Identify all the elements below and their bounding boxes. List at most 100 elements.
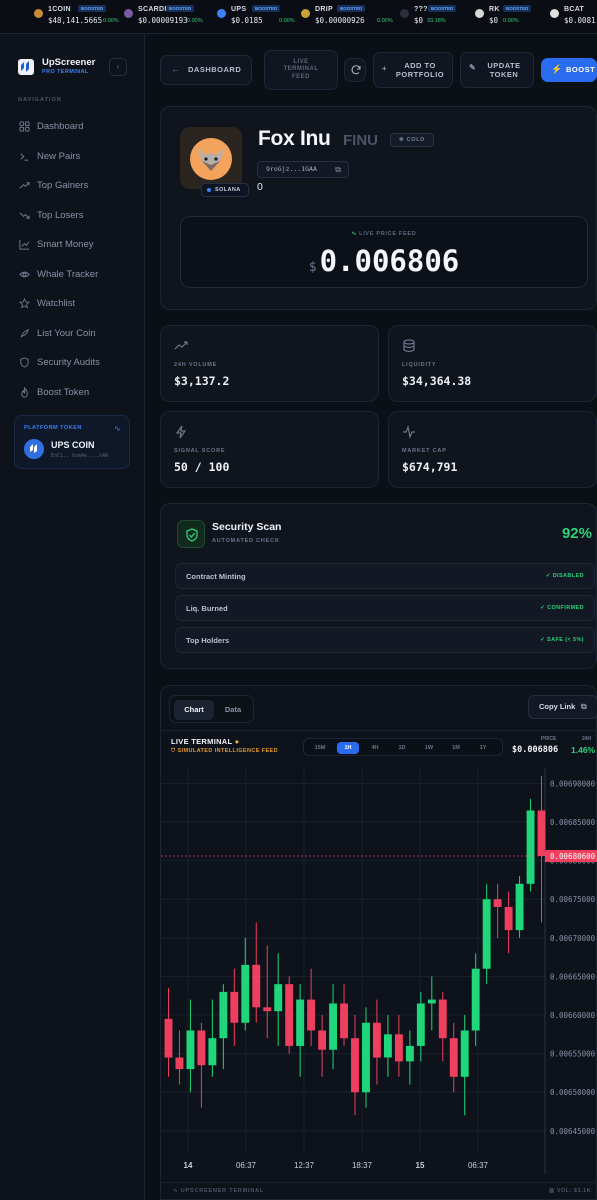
stat-label: 24H VOLUME — [174, 362, 218, 368]
candle-body — [186, 1030, 195, 1070]
sidebar-item-dashboard[interactable]: Dashboard — [14, 116, 134, 138]
upscreener-logo-icon — [18, 59, 34, 75]
sidebar-item-label: Watchlist — [37, 298, 76, 309]
star-icon — [19, 298, 30, 309]
divider — [161, 730, 597, 731]
platform-token-address: EnC1.. 6vmAe....nAR — [51, 453, 109, 459]
footer-left-text: UPSCREENER TERMINAL — [180, 1188, 265, 1194]
collapse-sidebar-button[interactable]: ‹ — [109, 58, 127, 76]
timeframe-1m[interactable]: 1M — [452, 745, 460, 751]
boost-button[interactable]: ⚡ BOOST — [541, 58, 597, 82]
header-price: $0.006806 — [512, 745, 559, 755]
bars-icon: ▥ — [549, 1188, 555, 1194]
change-label: 24H — [582, 736, 592, 742]
live-terminal-feed-button[interactable]: LIVE TERMINAL FEED — [264, 50, 338, 90]
x-tick-label: 18:37 — [352, 1161, 373, 1170]
footer-right-text: VOL: $3.1K — [556, 1188, 592, 1194]
timeframe-4h[interactable]: 4H — [371, 745, 379, 751]
stat-value: $34,364.38 — [402, 374, 472, 388]
chevron-left-icon: ‹ — [116, 62, 120, 71]
ticker-item[interactable]: 1COIN BOOSTED $48,141.5665 0.00% — [34, 4, 119, 30]
current-price-badge — [545, 850, 597, 863]
security-subtitle: AUTOMATED CHECK — [212, 538, 280, 544]
copy-icon: ⧉ — [581, 702, 587, 711]
sidebar-item-label: Smart Money — [37, 239, 94, 250]
update-token-button[interactable]: ✎ UPDATE TOKEN — [460, 52, 534, 88]
candle-body — [318, 1030, 327, 1050]
timeframe-1d[interactable]: 1D — [398, 745, 406, 751]
copy-icon[interactable]: ⧉ — [335, 165, 341, 174]
security-shield-badge — [177, 520, 205, 548]
shield-icon — [20, 357, 29, 368]
candle-body — [383, 1034, 392, 1058]
sidebar-item-whale-tracker[interactable]: Whale Tracker — [14, 264, 134, 286]
candle-body — [241, 964, 250, 1023]
check-icon: ✓ — [545, 573, 551, 579]
x-tick-label: 06:37 — [236, 1161, 257, 1170]
stat-value: $674,791 — [402, 460, 458, 474]
sidebar-item-new-pairs[interactable]: New Pairs — [14, 146, 134, 168]
check-icon: ✓ — [540, 605, 546, 611]
terminal-icon — [20, 153, 29, 161]
coin-icon — [475, 9, 484, 18]
ticker-item[interactable]: DRIP BOOSTED $0.00000926 0.00% — [301, 4, 393, 30]
check-status-text: SAFE (< 5%) — [547, 637, 584, 643]
ticker-item[interactable]: RK BOOSTED $0 0.00% — [475, 4, 537, 30]
brand-name: UpScreener — [42, 57, 96, 68]
ticker-price: $0 — [414, 16, 424, 25]
ticker-symbol: DRIP — [315, 6, 333, 13]
candle-body — [372, 1022, 381, 1058]
header-change: 1.46% — [571, 745, 596, 755]
copy-link-button[interactable]: Copy Link ⧉ — [528, 695, 597, 719]
ticker-change: 33.18% — [427, 18, 446, 24]
chart-icon — [19, 239, 30, 250]
platform-token-card[interactable]: PLATFORM TOKEN ∿ UPS COIN EnC1.. 6vmAe..… — [14, 415, 130, 469]
sidebar-item-watchlist[interactable]: Watchlist — [14, 293, 134, 315]
ticker-price: $0.0081 — [564, 16, 596, 25]
sidebar-item-label: New Pairs — [37, 151, 81, 162]
candle-body — [285, 984, 294, 1046]
sidebar-item-top-losers[interactable]: Top Losers — [14, 205, 134, 227]
candle-body — [504, 906, 513, 931]
check-status: ✓ CONFIRMED — [540, 605, 584, 611]
sidebar-item-list-your-coin[interactable]: List Your Coin — [14, 323, 134, 345]
candle-body — [307, 999, 316, 1031]
timeframe-1w[interactable]: 1W — [424, 745, 434, 751]
tab-chart[interactable]: Chart — [174, 700, 214, 720]
sidebar-item-label: List Your Coin — [37, 328, 96, 339]
security-title: Security Scan — [212, 521, 282, 533]
ticker-price: $0.0185 — [231, 16, 263, 25]
candle-body — [263, 1007, 272, 1012]
tab-data[interactable]: Data — [224, 705, 242, 714]
trending-up-icon — [19, 182, 30, 189]
sidebar-item-smart-money[interactable]: Smart Money — [14, 234, 134, 256]
sidebar-item-security-audits[interactable]: Security Audits — [14, 352, 134, 374]
y-tick-label: 0.00670000 — [550, 934, 596, 943]
timeframe-15m[interactable]: 15M — [314, 745, 326, 751]
timeframe-1h[interactable]: 1H — [337, 742, 359, 754]
add-to-portfolio-button[interactable]: + ADD TO PORTFOLIO — [373, 52, 453, 88]
refresh-button[interactable] — [344, 58, 366, 82]
ticker-item[interactable]: UPS BOOSTED $0.0185 0.00% — [217, 4, 297, 30]
dashboard-button[interactable]: ← DASHBOARD — [160, 55, 252, 85]
coin-icon — [301, 9, 310, 18]
candlestick-chart[interactable]: 0.006900000.006850000.006800000.00675000… — [161, 762, 597, 1182]
contract-address-chip[interactable]: 9roGjz...1GAA ⧉ — [257, 161, 349, 178]
ticker-item[interactable]: SCARDIO BOOSTED $0.00009193 0.00% — [124, 4, 204, 30]
candle-body — [252, 964, 261, 1008]
sidebar-item-boost-token[interactable]: Boost Token — [14, 382, 134, 404]
sidebar-item-top-gainers[interactable]: Top Gainers — [14, 175, 134, 197]
sidebar-item-label: Whale Tracker — [37, 269, 99, 280]
candle-body — [449, 1038, 458, 1077]
candle-body — [175, 1057, 184, 1070]
cold-status-badge: ❄ COLD — [390, 133, 434, 147]
y-tick-label: 0.00655000 — [550, 1050, 596, 1059]
boosted-badge: BOOSTED — [252, 5, 281, 12]
ticker-item[interactable]: BCAT $0.0081 — [550, 4, 597, 30]
timeframe-1y[interactable]: 1Y — [479, 745, 487, 751]
candle-body — [219, 991, 228, 1039]
stat-card-signal: SIGNAL SCORE 50 / 100 — [160, 411, 379, 488]
stat-label: MARKET CAP — [402, 448, 447, 454]
ticker-item[interactable]: ??? BOOSTED $0 33.18% — [400, 4, 460, 30]
y-tick-label: 0.00675000 — [550, 895, 596, 904]
